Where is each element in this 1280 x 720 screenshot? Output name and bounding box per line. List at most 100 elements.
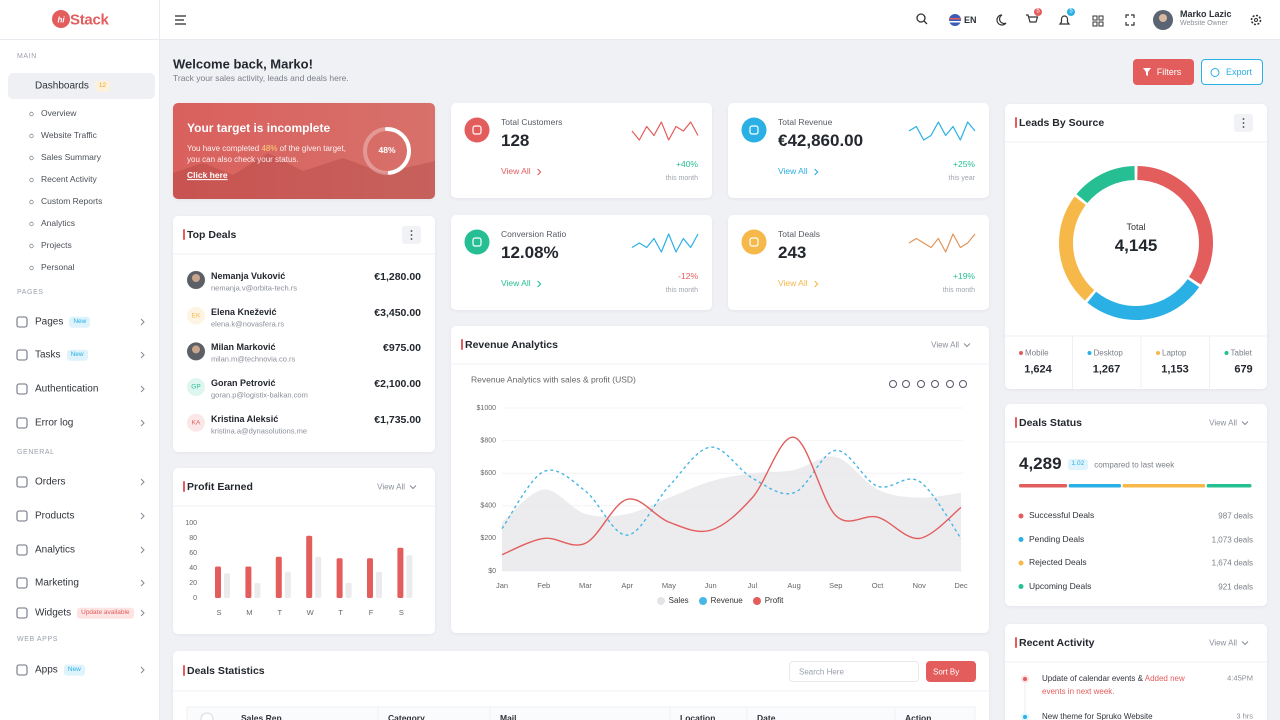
view-all-link[interactable]: View All xyxy=(1209,418,1237,428)
submenu-item[interactable]: Analytics xyxy=(41,218,76,229)
bar xyxy=(245,566,252,598)
menu-badge: New xyxy=(69,316,91,328)
stat-graphics xyxy=(464,117,699,176)
menu-item[interactable]: Dashboards xyxy=(35,80,89,92)
change-badge: 1.02 xyxy=(1067,459,1089,470)
submenu-bullet xyxy=(29,133,34,139)
stat-period: this month xyxy=(665,174,698,182)
card-title: Deals Statistics xyxy=(187,664,265,677)
submenu-item[interactable]: Sales Summary xyxy=(41,152,101,163)
flag-icon xyxy=(949,14,961,26)
stat-icon xyxy=(741,229,767,255)
stat-card: Conversion Ratio 12.08% View All -12% this m… xyxy=(451,215,712,310)
sort-button[interactable]: Sort By xyxy=(926,661,976,682)
avatar-initials: EK xyxy=(191,311,201,319)
chevron-icon xyxy=(140,318,145,326)
menu-item[interactable]: Orders xyxy=(35,476,66,488)
page-subtitle: Track your sales activity, leads and dea… xyxy=(173,73,349,84)
y-tick-label: $800 xyxy=(480,437,496,444)
logo-circle xyxy=(52,10,70,28)
progress-arc xyxy=(385,127,411,175)
search-input[interactable]: Search Here xyxy=(789,661,919,682)
menu-item[interactable]: Products xyxy=(35,510,75,522)
menu-item[interactable]: Apps xyxy=(35,664,58,676)
menu-item[interactable]: Pages xyxy=(35,316,64,328)
cart-badge xyxy=(1034,8,1042,16)
source-value: 1,267 xyxy=(1092,363,1121,376)
apps-icon xyxy=(1098,15,1104,21)
title-accent xyxy=(1015,417,1017,428)
column-header[interactable]: Date xyxy=(757,713,776,720)
menu-icon xyxy=(16,664,28,676)
stat-link[interactable]: View All xyxy=(778,278,808,289)
submenu-item[interactable]: Recent Activity xyxy=(41,174,97,185)
menu-icon xyxy=(16,510,28,522)
chevron-icon xyxy=(140,512,145,520)
legend-item[interactable]: Profit xyxy=(752,596,783,605)
language[interactable]: EN xyxy=(964,14,977,25)
submenu-bullet xyxy=(29,221,34,227)
submenu-item[interactable]: Personal xyxy=(41,262,75,273)
menu-item[interactable]: Analytics xyxy=(35,544,76,556)
deal-email: kristina.a@dynasolutions.me xyxy=(211,426,307,436)
menu-icon xyxy=(16,577,28,589)
user-name[interactable]: Marko Lazic xyxy=(1180,8,1232,19)
x-tick-label: M xyxy=(246,608,252,617)
activity-text-main: New theme for Spruko Website xyxy=(1042,712,1153,720)
avatar xyxy=(187,378,205,397)
y-tick-label: 20 xyxy=(189,580,197,587)
target-link[interactable]: Click here xyxy=(187,170,228,181)
stat-link[interactable]: View All xyxy=(778,166,808,177)
view-all-link[interactable]: View All xyxy=(377,482,405,492)
logo-text: Stack xyxy=(70,11,109,29)
submenu-bullet xyxy=(29,155,34,161)
menu-item[interactable]: Marketing xyxy=(35,577,79,589)
more-dot xyxy=(410,234,413,236)
view-all-link[interactable]: View All xyxy=(1209,638,1237,648)
legend-marker xyxy=(656,596,665,605)
submenu-item[interactable]: Website Traffic xyxy=(41,130,97,141)
filters-button[interactable]: Filters xyxy=(1133,59,1194,85)
menu-item[interactable]: Error log xyxy=(35,417,74,429)
profit-line xyxy=(501,436,962,556)
view-all-link[interactable]: View All xyxy=(931,340,959,350)
stat-icon-glyph xyxy=(749,125,759,135)
bar xyxy=(275,556,282,598)
activity-time: 3 hrs xyxy=(1236,711,1253,720)
stat-link[interactable]: View All xyxy=(501,166,531,177)
x-tick-label: Jul xyxy=(748,581,758,590)
menu-item[interactable]: Authentication xyxy=(35,383,99,395)
legend-item[interactable]: Sales xyxy=(656,596,689,605)
stat-value: 243 xyxy=(778,243,807,263)
progress-label: 48% xyxy=(378,145,396,156)
column-header[interactable]: Sales Rep xyxy=(241,713,282,720)
status-value: 1,073 deals xyxy=(1211,534,1253,544)
stat-change: +19% xyxy=(953,271,975,282)
status-dot xyxy=(1018,560,1024,566)
menu-item[interactable]: Widgets xyxy=(35,607,72,619)
column-header[interactable]: Mail xyxy=(500,713,517,720)
chevron-icon xyxy=(963,343,971,348)
stat-icon-glyph xyxy=(472,237,482,247)
progress-segment xyxy=(1019,484,1068,488)
column-header[interactable]: Category xyxy=(388,713,425,720)
stat-link[interactable]: View All xyxy=(501,278,531,289)
progress-segment xyxy=(1068,484,1122,488)
submenu-item[interactable]: Overview xyxy=(41,108,77,119)
submenu-item[interactable]: Projects xyxy=(41,240,72,251)
deal-amount: €2,100.00 xyxy=(374,378,421,391)
activity-text: Update of calendar events & Added new ev… xyxy=(1042,673,1202,699)
bar xyxy=(406,555,413,598)
submenu-item[interactable]: Custom Reports xyxy=(41,196,103,207)
legend-item[interactable]: Revenue xyxy=(698,596,743,605)
stat-title: Conversion Ratio xyxy=(501,229,567,240)
x-tick-label: Mar xyxy=(579,581,592,590)
donut-segment xyxy=(1059,196,1095,301)
menu-item[interactable]: Tasks xyxy=(35,349,61,361)
column-header[interactable]: Action xyxy=(905,713,932,720)
card-title: Leads By Source xyxy=(1019,116,1105,129)
revenue-chart: Revenue Analytics with sales & profit (U… xyxy=(471,374,968,590)
column-header[interactable]: Location xyxy=(680,713,716,720)
stat-title: Total Revenue xyxy=(778,117,833,128)
export-button[interactable]: Export xyxy=(1201,59,1263,85)
